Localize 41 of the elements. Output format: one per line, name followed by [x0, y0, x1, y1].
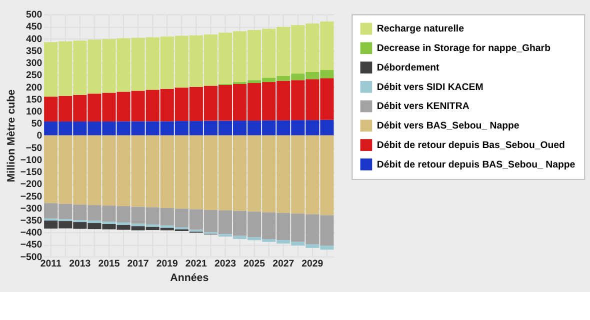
legend-label: Débordement	[376, 62, 440, 74]
x-tick-label: 2011	[40, 258, 62, 270]
legend-label: Débit de retour depuis BAS_Sebou_ Nappe	[376, 159, 576, 170]
x-tick-label: 2021	[185, 258, 208, 270]
legend-label: Débit vers SIDI KACEM	[376, 82, 484, 93]
y-axis-title: Million Mètre cube	[6, 89, 18, 182]
y-tick-label: 300	[26, 58, 42, 70]
y-tick-label: 50	[31, 118, 42, 130]
y-tick-label: 100	[26, 106, 42, 118]
x-tick-label: 2027	[272, 258, 294, 270]
x-tick-label: 2019	[156, 258, 178, 270]
y-tick-label: −100	[20, 154, 42, 166]
y-tick-label: 350	[26, 46, 42, 57]
y-tick-label: 500	[26, 10, 42, 21]
x-axis-title: Années	[170, 272, 209, 284]
y-tick-label: −350	[20, 216, 42, 227]
x-tick-label: 2029	[302, 258, 324, 270]
y-tick-label: −300	[20, 203, 42, 214]
y-tick-label: −400	[20, 228, 42, 239]
legend-label: Débit de retour depuis Bas_Sebou_Oued	[376, 140, 566, 151]
y-tick-label: −150	[20, 167, 42, 178]
legend-label: Débit vers KENITRA	[376, 101, 470, 112]
x-tick-label: 2023	[214, 258, 237, 270]
legend-label: Débit vers BAS_Sebou_ Nappe	[376, 120, 520, 132]
legend-label: Recharge naturelle	[376, 24, 465, 35]
y-tick-label: −50	[26, 142, 42, 154]
y-tick-label: 400	[26, 34, 42, 45]
y-tick-label: −200	[20, 179, 42, 190]
legend-label: Decrease in Storage for nappe_Gharb	[376, 43, 551, 54]
y-tick-label: −450	[20, 240, 42, 251]
y-tick-label: 0	[36, 130, 42, 142]
y-tick-label: −250	[20, 191, 42, 202]
y-tick-label: 250	[26, 70, 42, 82]
y-tick-label: −500	[20, 252, 42, 263]
y-tick-label: 200	[26, 82, 42, 94]
x-tick-label: 2013	[69, 258, 92, 270]
y-tick-label: 150	[26, 94, 42, 106]
x-tick-label: 2015	[98, 258, 120, 270]
x-tick-label: 2025	[244, 258, 266, 270]
x-tick-label: 2017	[127, 258, 149, 270]
y-tick-label: 450	[26, 22, 42, 33]
